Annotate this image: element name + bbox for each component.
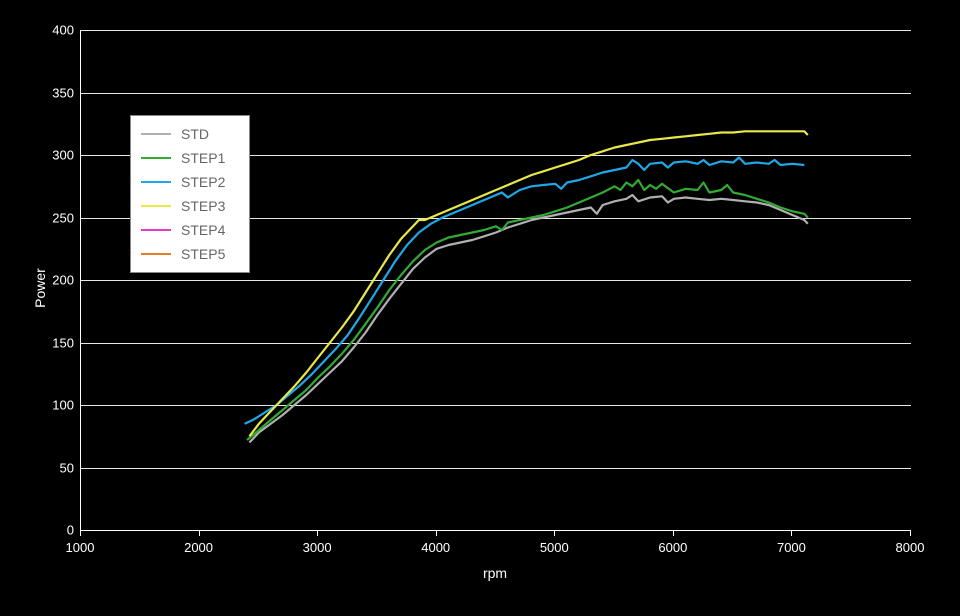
legend-label: STEP3 bbox=[181, 198, 225, 214]
ytick-label: 200 bbox=[50, 273, 74, 288]
ytick-label: 350 bbox=[50, 85, 74, 100]
power-rpm-chart: Power rpm STD STEP1 STEP2 STEP3 STEP4 STEP5 0… bbox=[0, 0, 960, 616]
xtick-mark bbox=[80, 530, 81, 536]
xtick-mark bbox=[673, 530, 674, 536]
legend-item-STEP5: STEP5 bbox=[141, 242, 239, 266]
ytick-label: 250 bbox=[50, 210, 74, 225]
legend-item-STD: STD bbox=[141, 122, 239, 146]
legend-label: STD bbox=[181, 126, 209, 142]
legend-item-STEP2: STEP2 bbox=[141, 170, 239, 194]
legend-swatch bbox=[141, 253, 171, 255]
xtick-label: 7000 bbox=[777, 540, 806, 555]
legend-swatch bbox=[141, 133, 171, 135]
series-STD bbox=[249, 195, 807, 443]
legend-item-STEP4: STEP4 bbox=[141, 218, 239, 242]
xtick-label: 8000 bbox=[896, 540, 925, 555]
ytick-label: 300 bbox=[50, 148, 74, 163]
plot-area bbox=[80, 30, 911, 531]
legend-label: STEP1 bbox=[181, 150, 225, 166]
xtick-mark bbox=[554, 530, 555, 536]
ytick-label: 0 bbox=[50, 523, 74, 538]
ytick-label: 400 bbox=[50, 23, 74, 38]
xtick-label: 1000 bbox=[66, 540, 95, 555]
xtick-label: 2000 bbox=[184, 540, 213, 555]
legend-label: STEP5 bbox=[181, 246, 225, 262]
ytick-label: 100 bbox=[50, 398, 74, 413]
x-axis-label: rpm bbox=[80, 565, 910, 581]
legend-label: STEP4 bbox=[181, 222, 225, 238]
xtick-mark bbox=[910, 530, 911, 536]
xtick-mark bbox=[791, 530, 792, 536]
y-axis-label: Power bbox=[32, 268, 48, 308]
ytick-label: 50 bbox=[50, 460, 74, 475]
legend: STD STEP1 STEP2 STEP3 STEP4 STEP5 bbox=[130, 115, 250, 273]
xtick-label: 5000 bbox=[540, 540, 569, 555]
xtick-mark bbox=[436, 530, 437, 536]
legend-swatch bbox=[141, 181, 171, 183]
xtick-label: 4000 bbox=[421, 540, 450, 555]
legend-swatch bbox=[141, 205, 171, 207]
xtick-label: 6000 bbox=[658, 540, 687, 555]
series-STEP1 bbox=[247, 180, 808, 440]
series-lines bbox=[81, 30, 911, 530]
xtick-mark bbox=[199, 530, 200, 536]
ytick-label: 150 bbox=[50, 335, 74, 350]
series-STEP3 bbox=[249, 131, 807, 436]
series-STEP2 bbox=[245, 158, 805, 424]
legend-label: STEP2 bbox=[181, 174, 225, 190]
legend-item-STEP1: STEP1 bbox=[141, 146, 239, 170]
xtick-mark bbox=[317, 530, 318, 536]
legend-swatch bbox=[141, 229, 171, 231]
legend-swatch bbox=[141, 157, 171, 159]
legend-item-STEP3: STEP3 bbox=[141, 194, 239, 218]
xtick-label: 3000 bbox=[303, 540, 332, 555]
